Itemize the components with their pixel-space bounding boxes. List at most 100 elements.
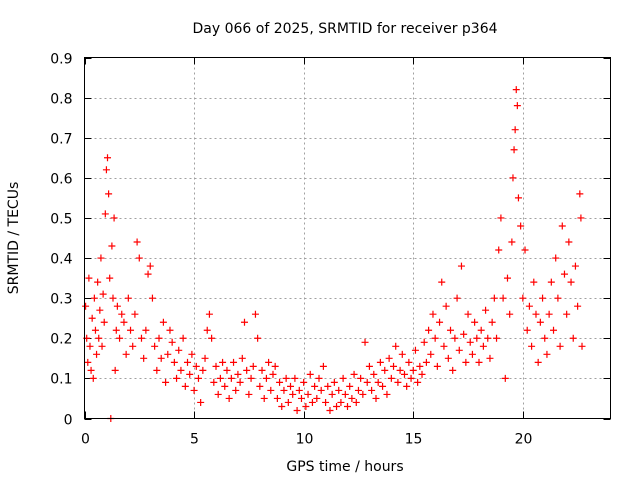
data-point <box>300 378 308 386</box>
data-point <box>422 358 430 366</box>
data-point <box>319 362 327 370</box>
data-point <box>521 246 529 254</box>
data-point <box>223 366 231 374</box>
data-point <box>284 398 292 406</box>
data-point <box>308 398 316 406</box>
data-point <box>511 126 519 134</box>
data-point <box>453 294 461 302</box>
data-point <box>420 338 428 346</box>
data-point <box>177 366 185 374</box>
data-point <box>365 362 373 370</box>
data-point <box>440 342 448 350</box>
data-point <box>509 174 517 182</box>
data-point <box>289 390 297 398</box>
data-point <box>91 326 99 334</box>
data-point <box>493 334 501 342</box>
data-point <box>396 366 404 374</box>
data-point <box>265 358 273 366</box>
data-point <box>534 358 542 366</box>
data-point <box>93 350 101 358</box>
y-tick-label: 0.1 <box>50 372 72 388</box>
data-point <box>155 334 163 342</box>
x-tick-label: 5 <box>190 432 199 448</box>
data-point <box>341 390 349 398</box>
data-point <box>291 374 299 382</box>
data-point <box>495 246 503 254</box>
data-point <box>444 354 452 362</box>
data-point <box>337 398 345 406</box>
data-point <box>552 254 560 262</box>
data-points <box>82 86 586 422</box>
data-point <box>354 386 362 394</box>
data-point <box>357 374 365 382</box>
data-point <box>333 402 341 410</box>
data-point <box>528 342 536 350</box>
data-point <box>240 318 248 326</box>
data-point <box>199 366 207 374</box>
data-point <box>525 302 533 310</box>
data-point <box>486 354 494 362</box>
data-point <box>484 334 492 342</box>
data-point <box>98 342 106 350</box>
data-point <box>111 366 119 374</box>
y-tick-label: 0.6 <box>50 172 72 188</box>
data-point <box>418 370 426 378</box>
data-point <box>86 342 94 350</box>
data-point <box>140 354 148 362</box>
data-point <box>181 382 189 390</box>
data-point <box>85 274 93 282</box>
data-point <box>479 342 487 350</box>
data-point <box>438 278 446 286</box>
data-point <box>352 398 360 406</box>
data-point <box>368 386 376 394</box>
data-point <box>87 366 95 374</box>
data-point <box>519 294 527 302</box>
data-point <box>256 382 264 390</box>
data-point <box>208 334 216 342</box>
data-point <box>462 358 470 366</box>
data-point <box>258 366 266 374</box>
data-point <box>186 370 194 378</box>
data-point <box>451 334 459 342</box>
data-point <box>249 362 257 370</box>
data-point <box>194 374 202 382</box>
data-point <box>124 294 132 302</box>
data-point <box>416 362 424 370</box>
data-point <box>547 278 555 286</box>
data-point <box>372 394 380 402</box>
data-point <box>110 214 118 222</box>
data-point <box>118 310 126 318</box>
data-point <box>374 378 382 386</box>
data-point <box>97 254 105 262</box>
data-point <box>335 386 343 394</box>
data-point <box>390 362 398 370</box>
data-point <box>104 154 112 162</box>
data-point <box>554 294 562 302</box>
data-point <box>201 354 209 362</box>
data-point <box>232 386 240 394</box>
data-point <box>339 374 347 382</box>
data-point <box>184 358 192 366</box>
data-point <box>295 386 303 394</box>
data-point <box>350 370 358 378</box>
data-point <box>545 310 553 318</box>
data-point <box>102 166 110 174</box>
data-point <box>503 274 511 282</box>
y-tick-label: 0 <box>64 413 73 429</box>
data-point <box>127 326 135 334</box>
data-point <box>563 310 571 318</box>
data-point <box>282 374 290 382</box>
data-point <box>550 326 558 334</box>
data-point <box>567 278 575 286</box>
data-point <box>293 406 301 414</box>
data-point <box>385 354 393 362</box>
data-point <box>460 330 468 338</box>
y-tick-label: 0.4 <box>50 252 72 268</box>
data-point <box>468 350 476 358</box>
data-point <box>94 278 102 286</box>
data-point <box>131 310 139 318</box>
data-point <box>497 214 505 222</box>
data-point <box>556 342 564 350</box>
data-point <box>287 382 295 390</box>
